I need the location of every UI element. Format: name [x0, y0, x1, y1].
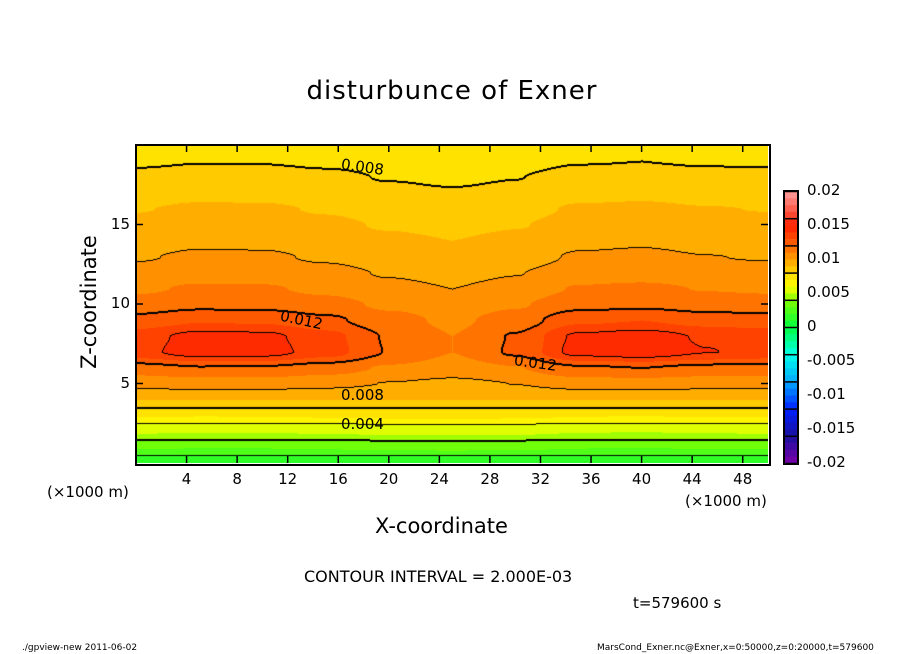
contour-label: 0.004: [341, 415, 384, 433]
colorbar-tick-label: -0.02: [807, 453, 846, 471]
x-tick-label: 44: [682, 470, 702, 488]
colorbar-swatch: [784, 191, 798, 199]
colorbar-swatch: [784, 293, 798, 301]
y-tick-label: 5: [120, 373, 130, 392]
colorbar-swatch: [784, 307, 798, 315]
colorbar-swatch: [784, 300, 798, 308]
colorbar-tick-label: -0.015: [807, 419, 856, 437]
x-tick-label: 28: [480, 470, 500, 488]
colorbar-swatch: [784, 266, 798, 274]
colorbar-swatch: [784, 320, 798, 328]
colorbar-swatch: [784, 218, 798, 226]
colorbar-tick-label: 0.01: [807, 249, 841, 267]
colorbar-tick-label: -0.005: [807, 351, 856, 369]
y-axis-label: Z-coordinate: [77, 235, 101, 369]
footer-left: ./gpview-new 2011-06-02: [22, 643, 138, 653]
x-tick-label: 32: [530, 470, 551, 488]
colorbar-swatch: [784, 334, 798, 342]
colorbar-swatch: [784, 402, 798, 410]
colorbar-swatch: [784, 198, 798, 206]
x-tick-label: 20: [379, 470, 399, 488]
x-tick-label: 8: [232, 470, 242, 488]
chart-title: disturbunce of Exner: [306, 76, 598, 106]
colorbar-swatch: [784, 449, 798, 457]
filled-contour-field: [136, 145, 768, 463]
contour-interval-note: CONTOUR INTERVAL = 2.000E-03: [304, 567, 573, 586]
plot-frame: [135, 144, 771, 466]
z-unit-label: (×1000 m): [47, 483, 129, 501]
colorbar-swatch: [784, 327, 798, 335]
colorbar-tick-label: 0: [807, 317, 817, 335]
colorbar-swatch: [784, 354, 798, 362]
colorbar-swatch: [784, 211, 798, 219]
colorbar-swatch: [784, 347, 798, 355]
y-tick-label: 10: [110, 294, 130, 312]
colorbar-swatch: [784, 415, 798, 423]
colorbar-swatch: [784, 232, 798, 240]
colorbar-swatch: [784, 286, 798, 294]
colorbar-swatch: [784, 422, 798, 430]
x-tick-label: 12: [278, 470, 298, 488]
colorbar-swatch: [784, 375, 798, 383]
plot-area: [136, 145, 768, 463]
colorbar-swatch: [784, 245, 798, 253]
x-tick-label: 48: [733, 470, 753, 488]
colorbar-swatch: [784, 381, 798, 389]
y-tick-label: 15: [110, 214, 130, 233]
colorbar-swatch: [784, 279, 798, 287]
colorbar-swatch: [784, 436, 798, 444]
colorbar-swatch: [784, 443, 798, 451]
x-tick-label: 4: [181, 470, 192, 488]
x-axis-label: X-coordinate: [375, 514, 508, 538]
contour-label: 0.008: [341, 386, 384, 404]
colorbar-swatch: [784, 456, 798, 464]
colorbar-swatch: [784, 313, 798, 321]
colorbar-swatch: [784, 225, 798, 233]
colorbar-swatch: [784, 205, 798, 213]
colorbar-frame: [783, 190, 799, 465]
colorbar-tick-label: 0.02: [807, 181, 841, 199]
colorbar-swatch: [784, 395, 798, 403]
colorbar-swatch: [784, 252, 798, 260]
colorbar: [783, 190, 799, 465]
colorbar-swatch: [784, 273, 798, 281]
colorbar-tick-label: 0.005: [807, 283, 850, 301]
colorbar-swatch: [784, 361, 798, 369]
x-tick-label: 16: [328, 470, 348, 488]
colorbar-swatch: [784, 368, 798, 376]
colorbar-tick-label: -0.01: [807, 385, 846, 403]
colorbar-swatch: [784, 341, 798, 349]
x-unit-label: (×1000 m): [685, 492, 767, 510]
colorbar-swatch: [784, 429, 798, 437]
x-tick-label: 24: [429, 470, 449, 488]
colorbar-tick-label: 0.015: [807, 215, 850, 233]
colorbar-swatch: [784, 388, 798, 396]
x-tick-label: 36: [581, 470, 601, 488]
x-tick-label: 40: [632, 470, 652, 488]
time-label: t=579600 s: [633, 594, 722, 612]
colorbar-swatch: [784, 409, 798, 417]
footer-right: MarsCond_Exner.nc@Exner,x=0:50000,z=0:20…: [597, 643, 874, 653]
colorbar-swatch: [784, 239, 798, 247]
colorbar-swatch: [784, 259, 798, 267]
